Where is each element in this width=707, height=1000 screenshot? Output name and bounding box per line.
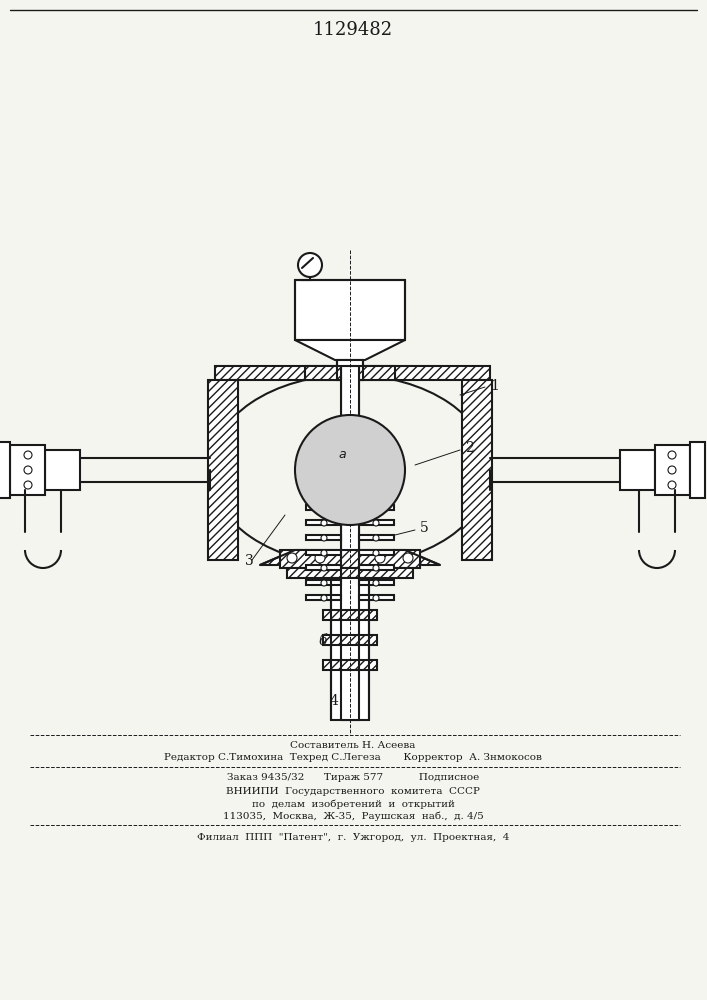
Bar [208, 380, 238, 560]
Circle shape [321, 595, 327, 601]
Circle shape [24, 451, 32, 459]
Circle shape [373, 565, 379, 571]
Bar [306, 520, 341, 525]
Circle shape [373, 535, 379, 541]
Circle shape [375, 553, 385, 563]
Text: 2: 2 [465, 441, 474, 455]
Text: 5: 5 [420, 521, 428, 535]
Bar [306, 505, 341, 510]
Bar [10, 445, 45, 495]
Circle shape [287, 553, 297, 563]
Bar [306, 580, 341, 585]
Bar [323, 635, 377, 645]
Text: по  делам  изобретений  и  открытий: по делам изобретений и открытий [252, 799, 455, 809]
Bar [323, 660, 377, 670]
Bar [305, 366, 395, 380]
Text: 3: 3 [245, 554, 254, 568]
Bar [359, 535, 394, 540]
Circle shape [321, 550, 327, 556]
Bar [462, 380, 492, 560]
Circle shape [321, 520, 327, 526]
Circle shape [403, 553, 413, 563]
Circle shape [373, 550, 379, 556]
Text: 113035,  Москва,  Ж-35,  Раушская  наб.,  д. 4/5: 113035, Москва, Ж-35, Раушская наб., д. … [223, 811, 484, 821]
Bar [359, 580, 394, 585]
Text: Заказ 9435/32      Тираж 577           Подписное: Заказ 9435/32 Тираж 577 Подписное [227, 774, 479, 782]
Text: Составитель Н. Асеева: Составитель Н. Асеева [291, 740, 416, 750]
Text: ВНИИПИ  Государственного  комитета  СССР: ВНИИПИ Государственного комитета СССР [226, 788, 480, 796]
Bar [306, 595, 341, 600]
Bar [359, 520, 394, 525]
Circle shape [321, 490, 327, 496]
Bar [306, 550, 341, 555]
Bar [306, 535, 341, 540]
Text: а: а [338, 448, 346, 462]
Circle shape [321, 505, 327, 511]
Circle shape [373, 595, 379, 601]
Circle shape [24, 466, 32, 474]
Bar [280, 550, 420, 568]
Circle shape [373, 520, 379, 526]
Text: 4: 4 [330, 694, 339, 708]
Bar [45, 450, 80, 490]
Circle shape [373, 580, 379, 586]
Text: Филиал  ППП  "Патент",  г.  Ужгород,  ул.  Проектная,  4: Филиал ППП "Патент", г. Ужгород, ул. Про… [197, 832, 509, 842]
Circle shape [24, 481, 32, 489]
Bar [215, 366, 490, 380]
Circle shape [668, 466, 676, 474]
Text: Редактор С.Тимохина  Техред С.Легеза       Корректор  А. Знмокосов: Редактор С.Тимохина Техред С.Легеза Корр… [164, 754, 542, 762]
Polygon shape [393, 550, 440, 565]
Circle shape [373, 490, 379, 496]
Bar [359, 490, 394, 495]
Bar [359, 595, 394, 600]
Circle shape [295, 415, 405, 525]
Bar [341, 366, 359, 720]
Bar [359, 505, 394, 510]
Circle shape [321, 535, 327, 541]
Bar [337, 360, 363, 380]
Text: 1: 1 [490, 379, 499, 393]
Bar [359, 550, 394, 555]
Text: б: б [318, 634, 327, 648]
Circle shape [321, 580, 327, 586]
Circle shape [668, 451, 676, 459]
Bar [359, 565, 394, 570]
Bar [306, 490, 341, 495]
Bar [323, 610, 377, 620]
Bar [620, 450, 655, 490]
Bar [306, 565, 341, 570]
Bar [690, 442, 705, 498]
Polygon shape [260, 550, 307, 565]
Circle shape [298, 253, 322, 277]
Circle shape [321, 565, 327, 571]
Polygon shape [295, 340, 405, 360]
Bar [331, 578, 369, 720]
Bar [655, 445, 690, 495]
Circle shape [315, 553, 325, 563]
Circle shape [373, 505, 379, 511]
Text: 1129482: 1129482 [313, 21, 393, 39]
Circle shape [668, 481, 676, 489]
Bar [0, 442, 10, 498]
Bar [295, 280, 405, 340]
Bar [287, 568, 413, 578]
